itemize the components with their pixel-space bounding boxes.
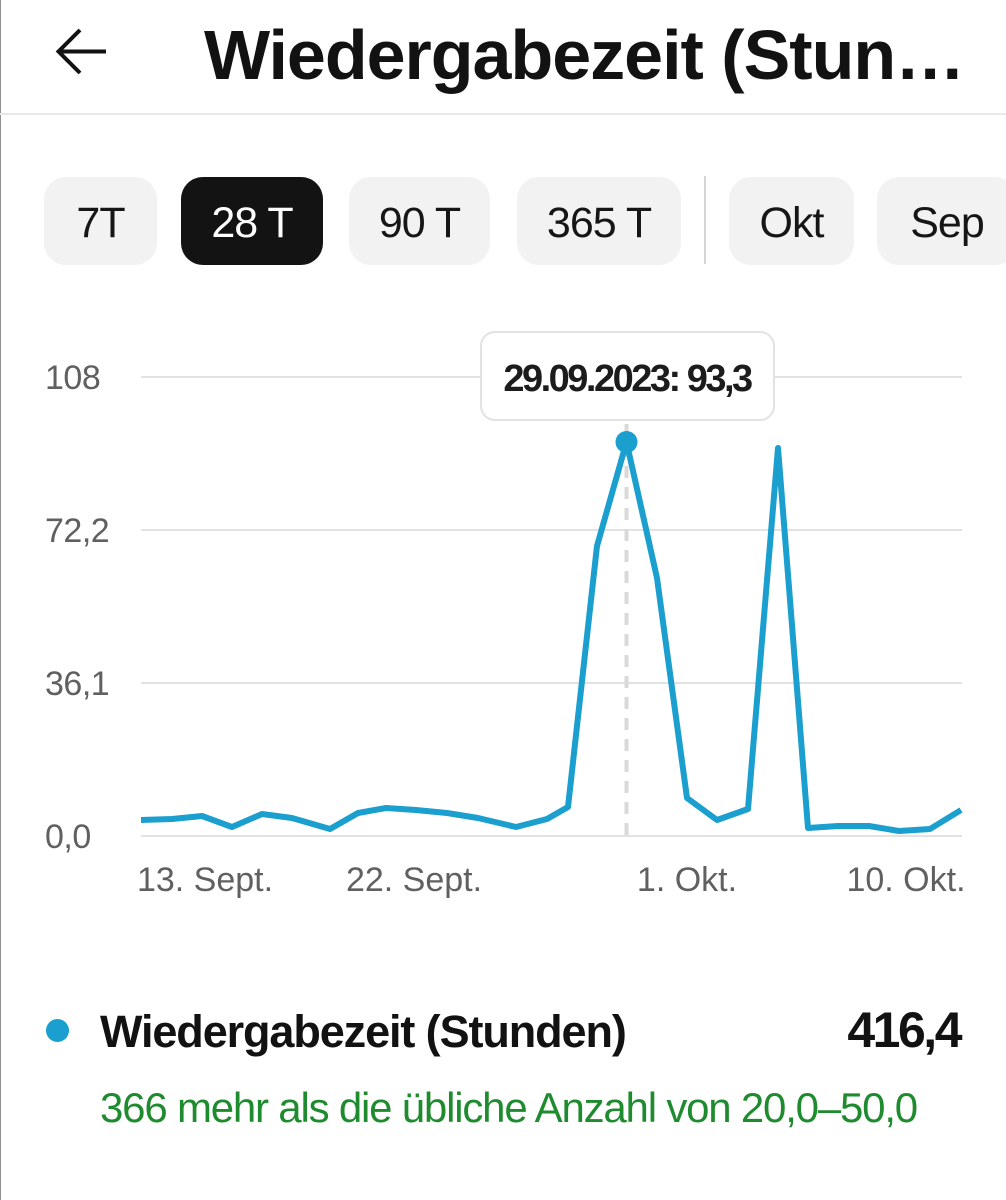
svg-text:108: 108 [45,359,100,397]
svg-text:72,2: 72,2 [45,512,109,550]
svg-text:22. Sept.: 22. Sept. [346,861,482,899]
svg-text:0,0: 0,0 [45,818,91,856]
svg-text:10. Okt.: 10. Okt. [846,861,965,899]
svg-text:13. Sept.: 13. Sept. [137,861,273,899]
svg-text:36,1: 36,1 [45,665,109,703]
svg-text:29.09.2023: 93,3: 29.09.2023: 93,3 [503,358,752,400]
svg-text:1. Okt.: 1. Okt. [637,861,737,899]
